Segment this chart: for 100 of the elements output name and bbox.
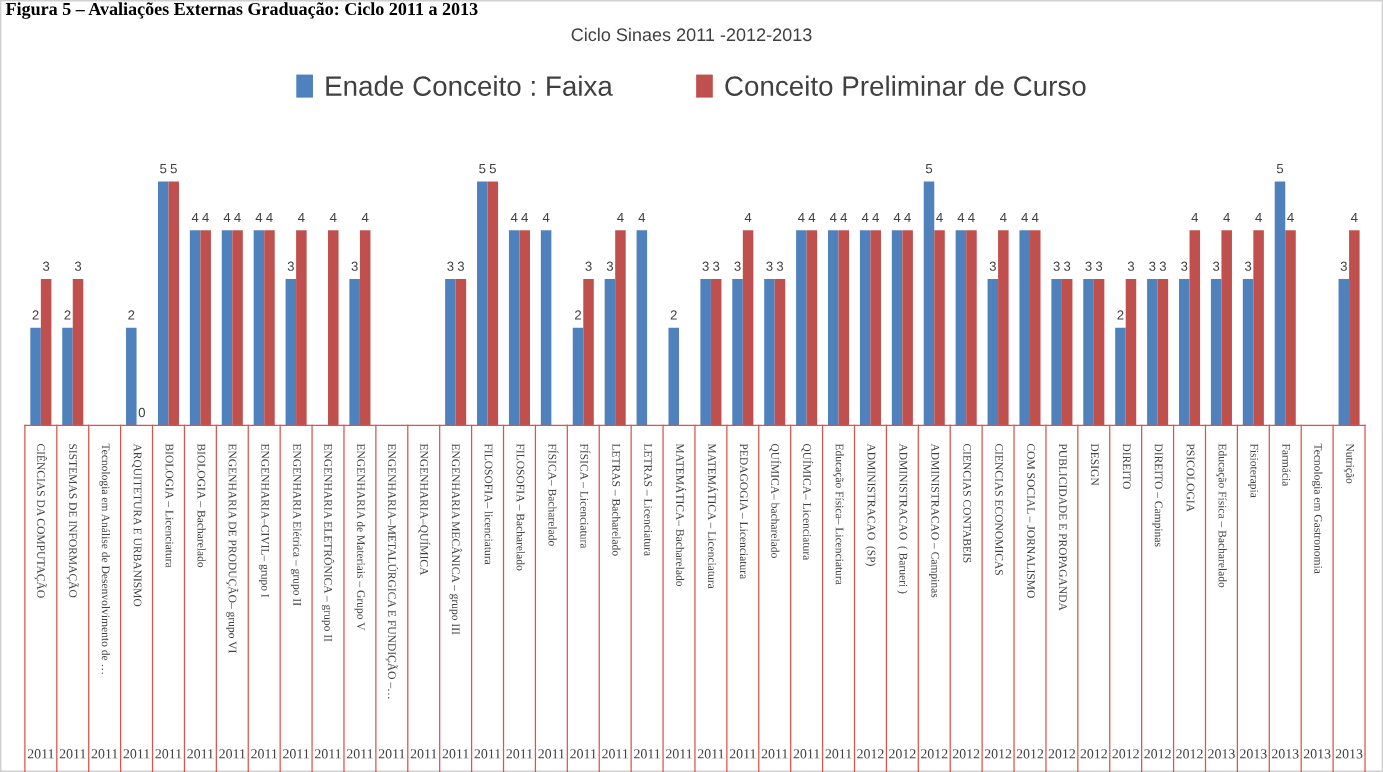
data-label: 5 [479, 164, 486, 174]
data-label: 4 [968, 212, 975, 222]
data-label: 4 [1223, 212, 1230, 222]
text: 2011 [825, 749, 852, 759]
data-label: 4 [191, 212, 199, 222]
data-label: 3 [585, 261, 592, 271]
bar [1179, 279, 1190, 426]
x-tick-label: PEDAGOGIA – Licenciatura [739, 443, 748, 579]
bar [168, 181, 180, 426]
data-label: 3 [74, 261, 82, 271]
data-label: 4 [329, 212, 337, 222]
bar [189, 230, 201, 426]
x-tick-label: FÍSICA – Licenciatura [580, 443, 591, 549]
data-label: 4 [361, 212, 369, 222]
legend-label: Enade Conceito : Faixa [326, 75, 613, 96]
x-tick-label: LETRAS – Licenciatura [644, 443, 652, 556]
bar [477, 181, 488, 426]
bar [742, 230, 754, 426]
bar [870, 230, 881, 426]
bar [264, 230, 275, 426]
data-label: 4 [1191, 212, 1199, 222]
text: 2012 [984, 749, 1012, 759]
bar [1115, 327, 1126, 426]
bar [1274, 181, 1286, 426]
bar [796, 230, 807, 426]
text: 2011 [602, 749, 628, 759]
data-label: 3 [1159, 261, 1166, 271]
bar [955, 230, 967, 426]
bar [40, 279, 52, 426]
bar [221, 230, 233, 426]
x-tick-label: ENGENHARIA–QUÍMICA [418, 443, 431, 576]
data-label: 3 [1213, 261, 1220, 271]
bar [774, 279, 786, 426]
bar [72, 279, 84, 426]
data-label: 4 [266, 212, 273, 222]
x-tick-label: FILOSOFIA– licenciatura [484, 443, 493, 565]
text: 2011 [251, 749, 277, 759]
data-label: 3 [457, 261, 464, 271]
x-tick-label: SISTEMAS DE INFORMAÇÃO [66, 444, 79, 598]
x-tick-label: ENGENHARIA ELETRÔNICA – grupo II [321, 443, 335, 642]
bar [987, 279, 999, 426]
data-label: 4 [744, 212, 752, 222]
bar [583, 279, 594, 426]
text: 2011 [27, 749, 54, 759]
bar [636, 230, 648, 426]
bar [923, 181, 935, 426]
data-label: 4 [893, 212, 901, 222]
x-tick-label: ADMINISTRACAO – Campinas [929, 443, 940, 598]
bar [828, 230, 839, 426]
bar [1242, 279, 1254, 426]
bar [1349, 230, 1360, 426]
bar [859, 230, 871, 426]
data-label: 4 [202, 212, 209, 222]
bar [966, 230, 977, 426]
bar [1083, 279, 1094, 426]
bar [604, 279, 616, 426]
text: 2011 [697, 749, 724, 759]
data-label: 4 [617, 212, 624, 222]
text: 2013 [1240, 749, 1267, 759]
data-label: 5 [489, 164, 496, 174]
bar [1189, 230, 1201, 426]
x-tick-label: DIREITO – Campinas [1152, 443, 1163, 547]
x-tick-label: PSICOLOGIA [1186, 443, 1195, 512]
data-label: 4 [223, 212, 231, 222]
text: 2012 [1144, 749, 1171, 759]
x-tick-label: Educação Física– Licenciatura [833, 443, 844, 585]
data-label: 2 [1117, 310, 1124, 320]
text: 2011 [570, 749, 597, 759]
data-label: 4 [1287, 212, 1294, 222]
x-tick-label: ADMINISTRACAO ( Barueri ) [897, 443, 908, 594]
x-tick-label: MATEMÁTICA – Licenciatura [708, 443, 718, 589]
bar [806, 230, 818, 426]
bar [1029, 230, 1041, 426]
text: 2011 [155, 749, 182, 759]
bar [62, 327, 73, 426]
data-label: 3 [989, 261, 996, 271]
x-tick-label: COM SOCIAL – JORNALISMO [1027, 443, 1035, 598]
bar [838, 230, 850, 426]
data-label: 3 [1127, 261, 1135, 271]
data-label: 4 [1350, 212, 1358, 222]
data-label: 3 [1053, 261, 1060, 271]
bar [1093, 279, 1105, 426]
data-label: 4 [798, 212, 805, 222]
x-tick-label: ARQUITETURA E URBANISMO [131, 443, 142, 607]
bar [668, 327, 679, 426]
bar [296, 230, 307, 426]
x-tick-label: ENGENHARIA–METALÚRGICA E FUNDIÇÃO –… [385, 443, 398, 699]
x-tick-label: ENGENHARIA de Materiais – Grupo V [354, 443, 366, 631]
text: 2012 [1048, 749, 1076, 759]
text: 2013 [1208, 749, 1235, 759]
bar [519, 230, 530, 426]
text: 2012 [857, 749, 884, 759]
bar [615, 230, 626, 426]
x-tick-label: Educação Física – Bacharelado [1216, 443, 1227, 588]
data-label: 3 [447, 261, 454, 271]
x-tick-label: Tecnologia em Gastronomia [1311, 443, 1323, 574]
x-tick-label: Nutrição [1343, 443, 1355, 484]
text: 2012 [889, 749, 916, 759]
data-label: 2 [575, 310, 582, 320]
data-label: 4 [999, 212, 1007, 222]
